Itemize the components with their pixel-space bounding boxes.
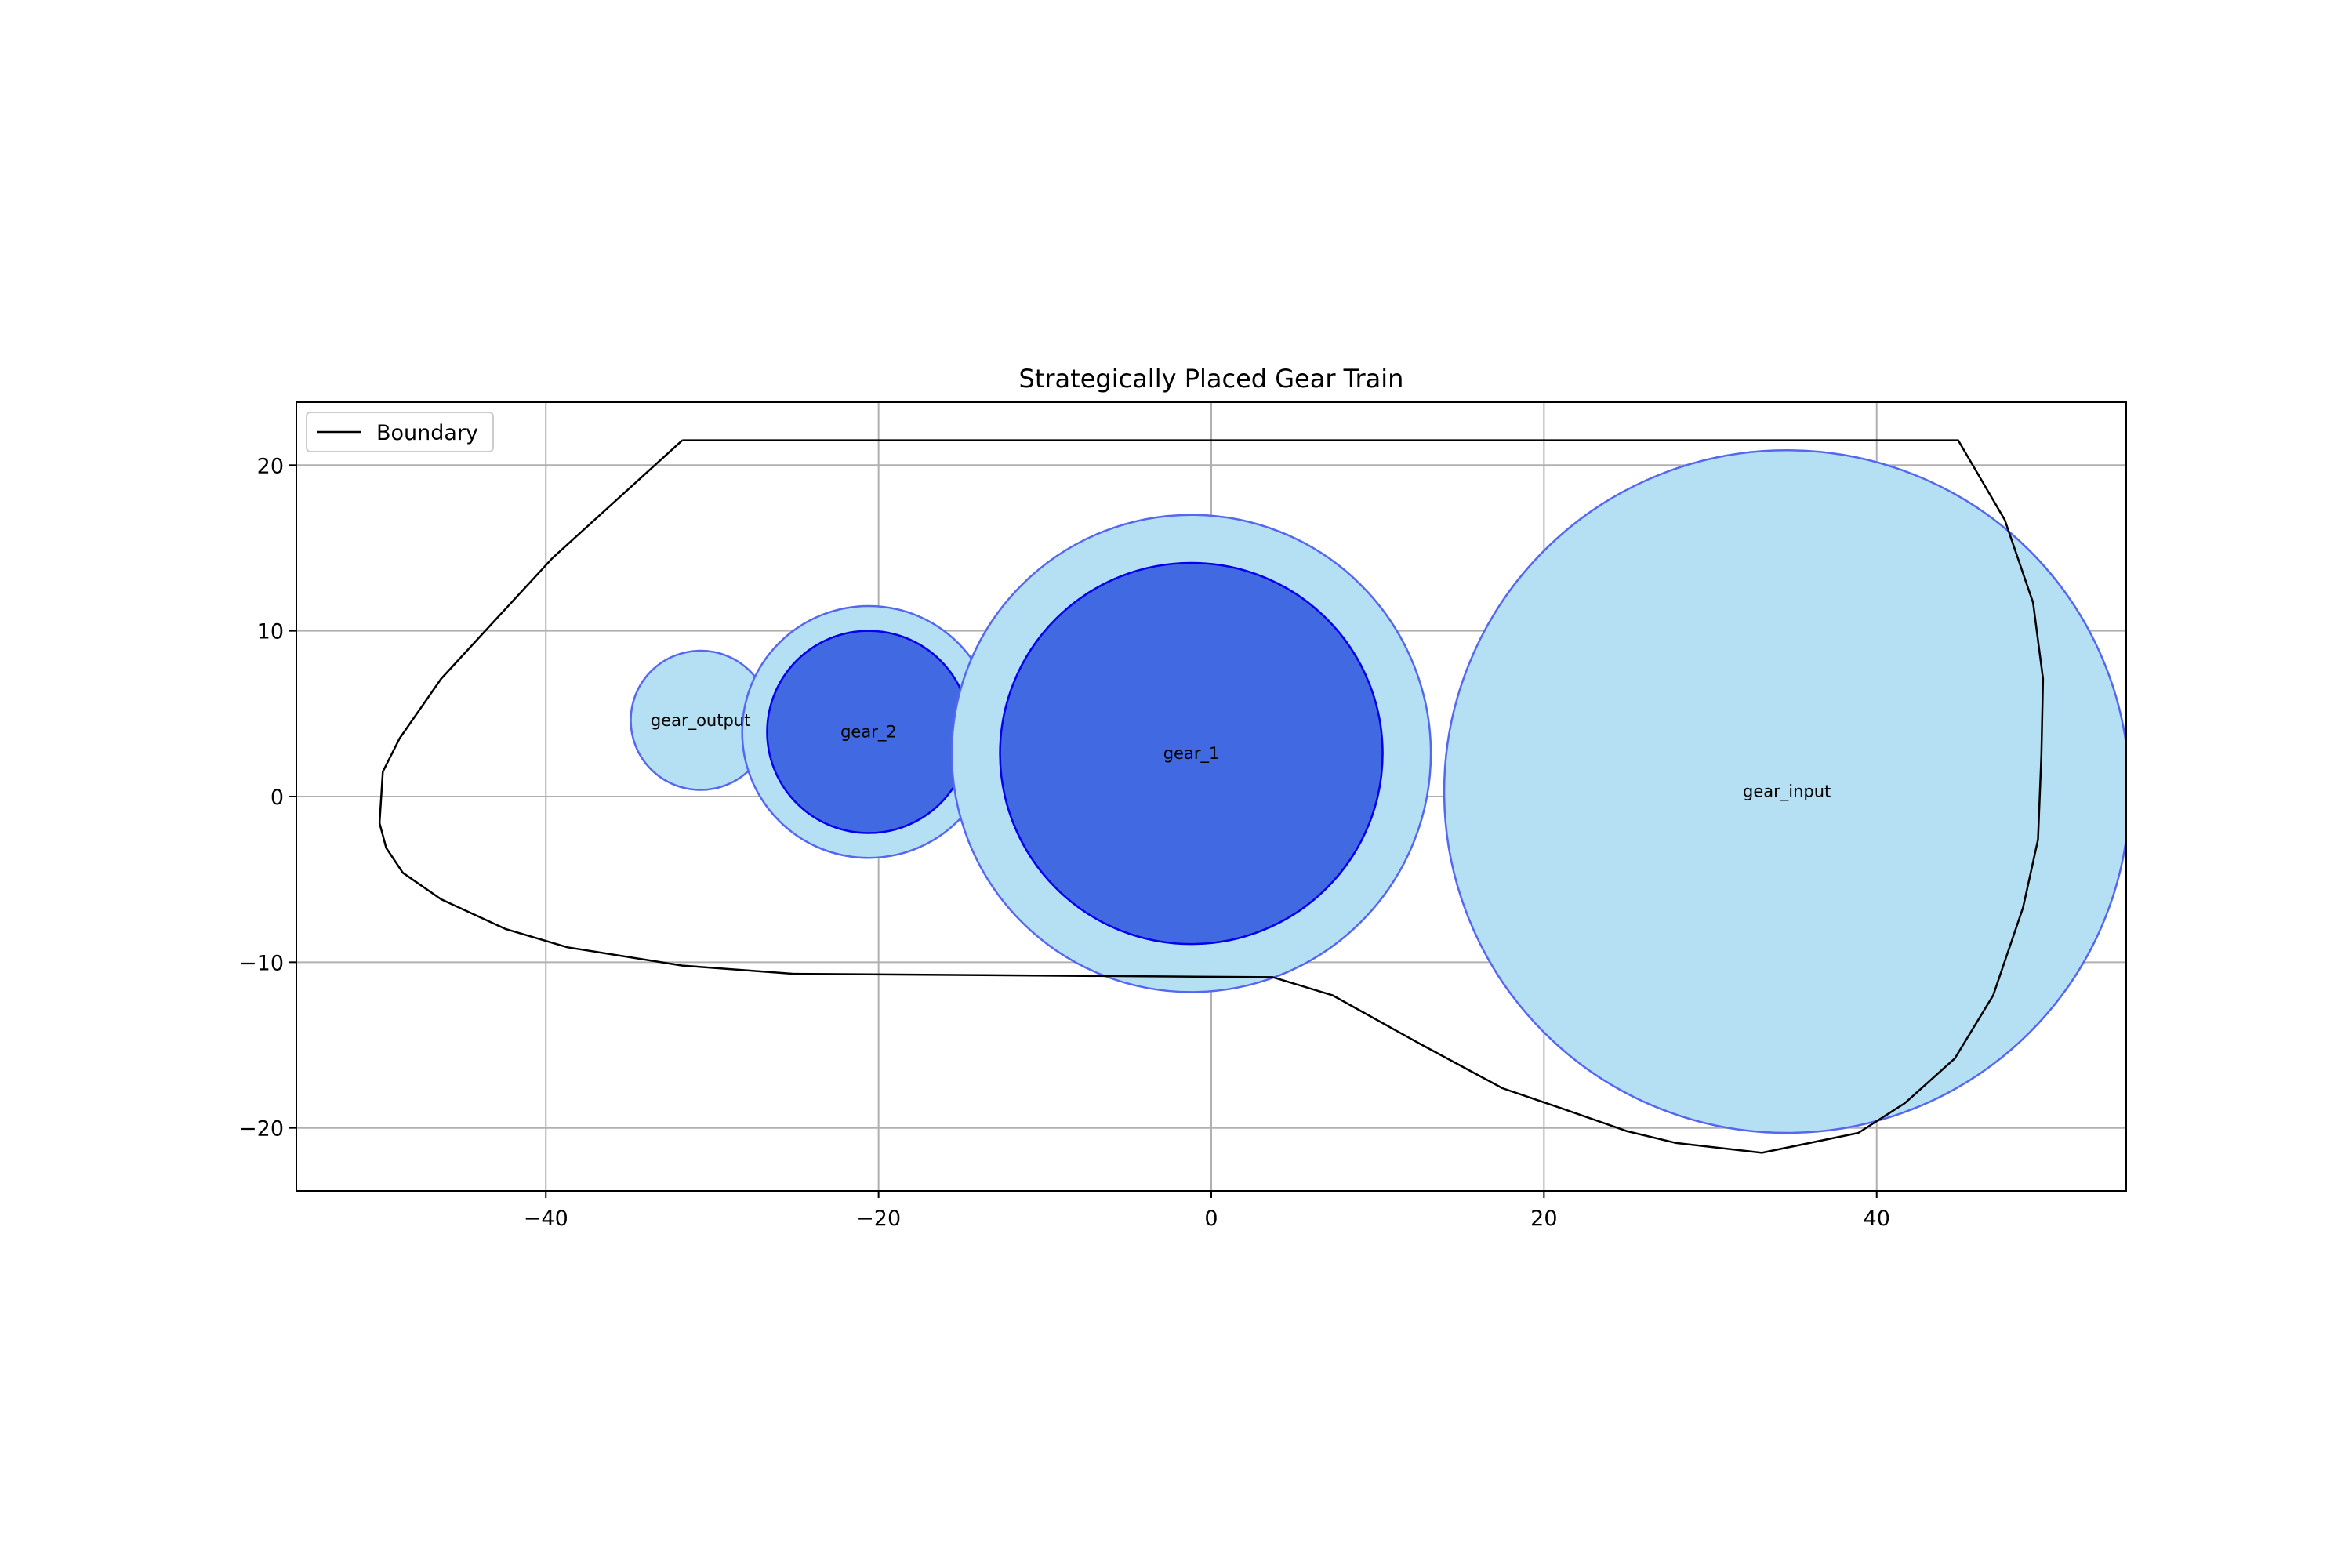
x-tick-label: −40 [524,1207,568,1231]
chart-title: Strategically Placed Gear Train [1019,364,1404,394]
gears [630,449,2126,1134]
axis-ticks: −40 −20 0 20 40 −20 −10 0 10 20 [239,454,1890,1231]
legend-label-boundary: Boundary [376,421,478,445]
y-tick-label: 20 [257,454,284,478]
gear_1-label: gear_1 [1163,744,1220,764]
x-tick-label: 20 [1530,1207,1557,1231]
y-tick-label: −10 [239,951,284,975]
gear_output-label: gear_output [651,711,751,731]
legend: Boundary [306,412,494,452]
x-tick-label: 40 [1864,1207,1890,1231]
y-tick-label: 10 [257,620,284,644]
x-tick-label: −20 [856,1207,901,1231]
gear_input-outer-circle [1443,449,2126,1134]
gear_1-inner-circle [999,561,1384,946]
x-tick-label: 0 [1204,1207,1218,1231]
gear_input-label: gear_input [1743,782,1831,802]
legend-box [306,412,494,452]
boundary-series [378,439,2045,1154]
gear_2-label: gear_2 [840,723,897,742]
y-tick-label: −20 [239,1117,284,1142]
boundary-line [378,439,2045,1154]
y-tick-label: 0 [270,786,284,810]
gear-labels: gear_output gear_2 gear_1 gear_input [651,711,1831,802]
